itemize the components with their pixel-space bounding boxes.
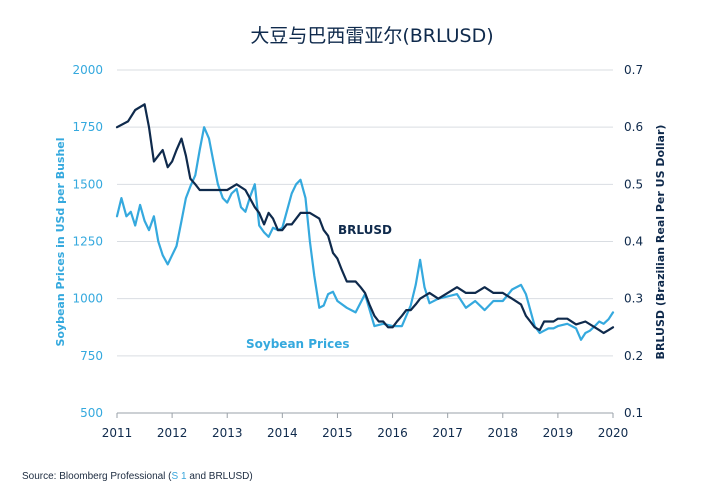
chart-title: 大豆与巴西雷亚尔(BRLUSD) bbox=[250, 25, 493, 47]
footer-prefix: Source: Bloomberg Professional ( bbox=[22, 471, 172, 482]
x-tick-label: 2017 bbox=[432, 426, 463, 440]
right-tick-label: 0.1 bbox=[624, 406, 643, 420]
x-tick-label: 2020 bbox=[598, 426, 629, 440]
right-axis-label: BRLUSD (Brazilian Real Per US Dollar) bbox=[654, 125, 667, 360]
x-tick-label: 2019 bbox=[543, 426, 574, 440]
left-axis-label: Soybean Prices in USd per Bushel bbox=[54, 137, 67, 346]
x-axis-ticks: 2011 2012 2013 2014 2015 2016 2017 2018 2019 2020 bbox=[102, 412, 629, 440]
left-tick-label: 1500 bbox=[72, 177, 103, 191]
left-tick-label: 500 bbox=[80, 406, 103, 420]
left-tick-label: 2000 bbox=[72, 63, 103, 77]
right-tick-label: 0.7 bbox=[624, 63, 643, 77]
right-axis-ticks: 0.1 0.2 0.3 0.4 0.5 0.6 0.7 bbox=[624, 63, 643, 420]
right-tick-label: 0.6 bbox=[624, 120, 643, 134]
x-tick-label: 2012 bbox=[157, 426, 188, 440]
left-tick-label: 1250 bbox=[72, 235, 103, 249]
footer-suffix: and BRLUSD) bbox=[186, 471, 253, 482]
right-tick-label: 0.3 bbox=[624, 292, 643, 306]
right-tick-label: 0.4 bbox=[624, 235, 643, 249]
right-tick-label: 0.2 bbox=[624, 349, 643, 363]
right-tick-label: 0.5 bbox=[624, 177, 643, 191]
x-tick-label: 2011 bbox=[102, 426, 133, 440]
x-tick-label: 2016 bbox=[377, 426, 408, 440]
source-footer: Source: Bloomberg Professional (S 1 and … bbox=[22, 471, 253, 482]
annotation-soybean: Soybean Prices bbox=[246, 337, 349, 351]
series-line-brlusd bbox=[115, 103, 615, 335]
x-tick-label: 2015 bbox=[322, 426, 353, 440]
x-tick-label: 2013 bbox=[212, 426, 243, 440]
x-tick-label: 2014 bbox=[267, 426, 298, 440]
x-tick-label: 2018 bbox=[488, 426, 519, 440]
left-tick-label: 750 bbox=[80, 349, 103, 363]
footer-link[interactable]: S 1 bbox=[171, 471, 187, 482]
gridlines bbox=[117, 69, 613, 414]
left-axis-ticks: 500 750 1000 1250 1500 1750 2000 bbox=[72, 63, 103, 420]
left-tick-label: 1750 bbox=[72, 120, 103, 134]
left-tick-label: 1000 bbox=[72, 292, 103, 306]
series-lines bbox=[115, 103, 615, 341]
annotation-brlusd: BRLUSD bbox=[338, 223, 392, 237]
